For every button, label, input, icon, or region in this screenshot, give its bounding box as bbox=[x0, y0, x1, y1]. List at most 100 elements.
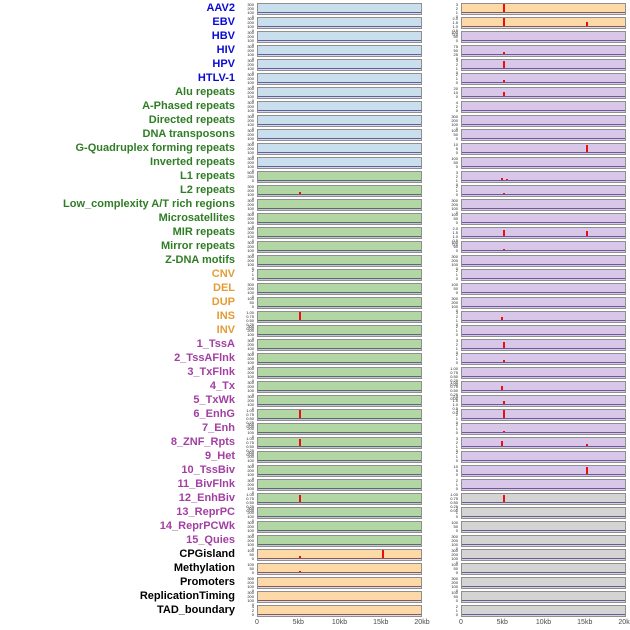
signal-spike bbox=[502, 3, 505, 13]
y-axis-tick-label: 300 bbox=[451, 198, 458, 203]
signal-spike bbox=[502, 51, 505, 55]
y-axis-tick-label: 300 bbox=[451, 254, 458, 259]
y-axis-ticks-left: 300 200 100 0 bbox=[240, 59, 255, 75]
track-panel-left bbox=[257, 199, 422, 211]
row-label: Methylation bbox=[173, 562, 235, 574]
track-panel-right bbox=[461, 367, 626, 379]
row-label: A-Phased repeats bbox=[142, 100, 235, 112]
y-axis-tick-label: 0.50 bbox=[246, 416, 254, 421]
y-axis-tick-label: 100 bbox=[247, 52, 254, 57]
axis-spacer bbox=[240, 618, 255, 630]
x-axis-tick-label: 5kb bbox=[292, 619, 304, 626]
column-spacer bbox=[424, 296, 442, 310]
y-axis-tick-label: 300 bbox=[247, 2, 254, 7]
signal-spike bbox=[502, 192, 505, 195]
y-axis-ticks-right: 100 50 0 bbox=[444, 283, 459, 295]
y-axis-tick-label: 0 bbox=[455, 458, 458, 463]
column-spacer bbox=[424, 562, 442, 576]
column-spacer bbox=[424, 128, 442, 142]
y-axis-tick-label: 100 bbox=[247, 248, 254, 253]
track-panel-right bbox=[461, 311, 626, 323]
y-axis-tick-label: 100 bbox=[247, 472, 254, 477]
y-axis-tick-label: 2.0 bbox=[452, 394, 458, 399]
y-axis-tick-label: 50 bbox=[453, 48, 458, 53]
y-axis-tick-label: 2 bbox=[251, 608, 254, 613]
y-axis-tick-label: 2.0 bbox=[452, 226, 458, 231]
y-axis-ticks-left: 300 200 100 0 bbox=[240, 31, 255, 47]
track-panel-left bbox=[257, 115, 422, 127]
track-panel-left bbox=[257, 367, 422, 379]
track-panel-right bbox=[461, 535, 626, 547]
track-row: Methylation 100 50 0 100 50 0 bbox=[0, 562, 630, 576]
y-axis-ticks-left: 300 200 100 0 bbox=[240, 283, 255, 299]
signal-spike bbox=[585, 444, 588, 447]
signal-spike bbox=[585, 467, 588, 475]
row-label: 14_ReprPCWk bbox=[159, 520, 235, 532]
row-label: L1 repeats bbox=[179, 170, 235, 182]
y-axis-ticks-right: 10 5 0 bbox=[444, 465, 459, 477]
track-row: CPGisland 100 50 0 300 200 100 0 bbox=[0, 548, 630, 565]
y-axis-ticks-left: 500 250 0 bbox=[240, 171, 255, 183]
column-spacer bbox=[424, 268, 442, 282]
y-axis-tick-label: 100 bbox=[247, 332, 254, 337]
column-spacer bbox=[424, 338, 442, 352]
y-axis-tick-label: 200 bbox=[247, 48, 254, 53]
row-label: 13_ReprPC bbox=[176, 506, 235, 518]
y-axis-tick-label: 200 bbox=[247, 34, 254, 39]
y-axis-tick-label: 100 bbox=[451, 30, 458, 35]
column-spacer bbox=[424, 408, 442, 422]
y-axis-tick-label: 0 bbox=[455, 182, 458, 187]
y-axis-tick-label: 100 bbox=[451, 304, 458, 309]
y-axis-tick-label: 0 bbox=[251, 196, 254, 201]
y-axis-tick-label: 100 bbox=[247, 192, 254, 197]
track-row: 11_BivFlnk 300 200 100 0 2 1 0 bbox=[0, 478, 630, 495]
y-axis-tick-label: 250 bbox=[247, 174, 254, 179]
y-axis-tick-label: 75 bbox=[453, 44, 458, 49]
x-axis-tick-label: 20kb bbox=[618, 619, 630, 626]
y-axis-tick-label: 5 bbox=[455, 146, 458, 151]
track-row: INV 300 200 100 0 2 1 0 bbox=[0, 324, 630, 341]
track-row: MIR repeats 300 200 100 0 2.0 1.5 1.0 0.5 0.0 bbox=[0, 226, 630, 247]
track-panel-left bbox=[257, 185, 422, 197]
y-axis-ticks-right: 2.0 1.5 1.0 0.5 0.0 bbox=[444, 226, 459, 247]
track-panel-right bbox=[461, 423, 626, 435]
y-axis-ticks-left: 300 200 100 0 bbox=[240, 339, 255, 355]
y-axis-ticks-right: 100 50 0 bbox=[444, 563, 459, 575]
signal-spike bbox=[502, 80, 505, 83]
y-axis-tick-label: 0 bbox=[251, 140, 254, 145]
track-panel-right bbox=[461, 381, 626, 393]
signal-spike bbox=[502, 249, 505, 251]
y-axis-tick-label: 100 bbox=[451, 556, 458, 561]
track-row: 6_EnhG 1.00 0.75 0.50 0.25 0.00 3 2 1 0 bbox=[0, 408, 630, 429]
y-axis-tick-label: 0.50 bbox=[246, 500, 254, 505]
track-row: DUP 100 50 0 300 200 100 0 bbox=[0, 296, 630, 313]
y-axis-tick-label: 300 bbox=[451, 296, 458, 301]
y-axis-tick-label: 0 bbox=[455, 430, 458, 435]
track-panel-left bbox=[257, 269, 422, 281]
y-axis-tick-label: 100 bbox=[247, 164, 254, 169]
y-axis-ticks-right: 100 50 0 bbox=[444, 30, 459, 43]
signal-spike bbox=[298, 192, 301, 195]
column-spacer bbox=[424, 324, 442, 338]
y-axis-tick-label: 0.25 bbox=[450, 392, 458, 397]
track-row: Low_complexity A/T rich regions 300 200 100… bbox=[0, 198, 630, 215]
column-spacer bbox=[424, 226, 442, 240]
y-axis-tick-label: 200 bbox=[247, 146, 254, 151]
track-row: HIV 300 200 100 0 75 50 25 0 bbox=[0, 44, 630, 61]
track-panel-right bbox=[461, 17, 626, 29]
y-axis-tick-label: 0.25 bbox=[246, 322, 254, 327]
y-axis-tick-label: 200 bbox=[247, 132, 254, 137]
track-panel-left bbox=[257, 339, 422, 351]
track-row: 14_ReprPCWk 300 200 100 0 100 50 0 bbox=[0, 520, 630, 537]
y-axis-ticks-right: 100 50 0 bbox=[444, 213, 459, 225]
signal-spike bbox=[502, 360, 505, 363]
signal-spike bbox=[501, 385, 504, 391]
track-panel-left bbox=[257, 451, 422, 463]
y-axis-ticks-left: 1.00 0.75 0.50 0.25 0.00 bbox=[240, 311, 255, 331]
